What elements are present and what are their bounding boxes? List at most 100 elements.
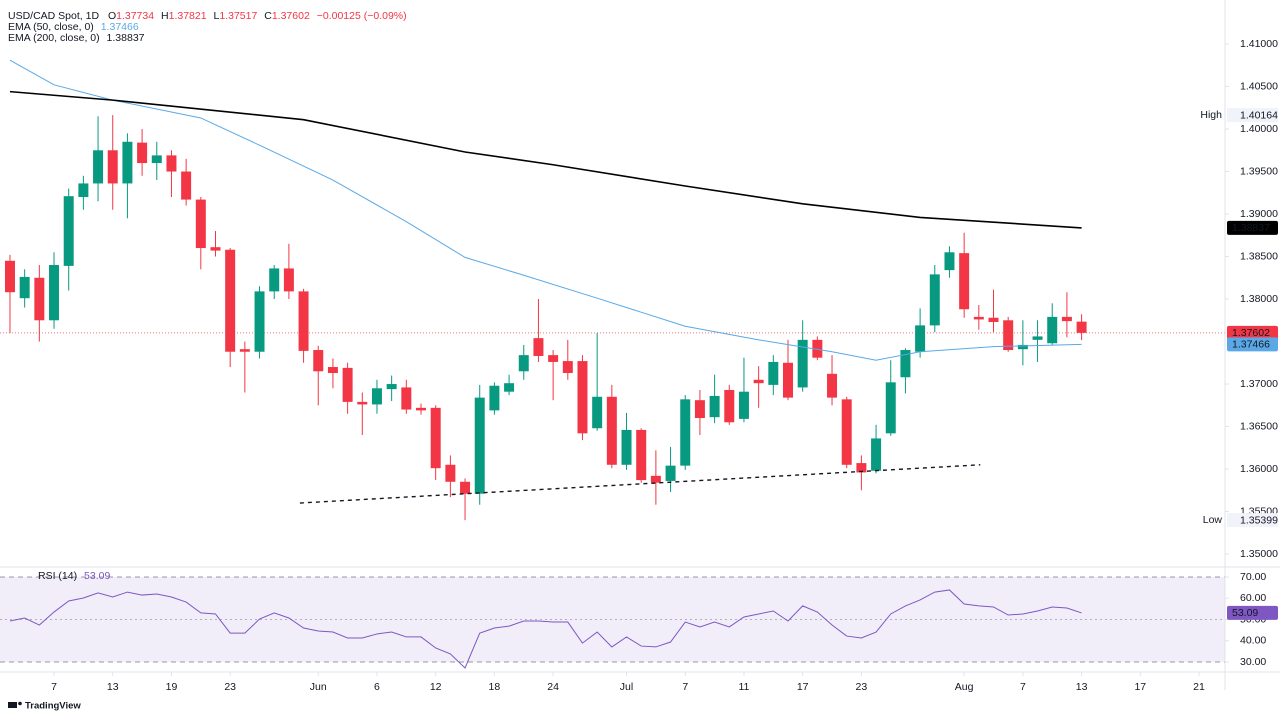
candle-body [239,349,250,352]
candle-body [181,171,192,200]
candle-body [474,397,485,494]
ohlc-legend: USD/CAD Spot, 1D O1.37734 H1.37821 L1.37… [8,10,407,22]
rsi-pane [0,576,1225,669]
x-tick-label: 11 [739,681,750,693]
branding: TradingView [8,701,81,712]
ema200-legend: EMA (200, close, 0) 1.38837 [8,32,145,44]
ema200-value: 1.38837 [107,32,145,44]
candle-body [342,367,353,402]
candle-body [738,391,749,419]
x-tick-label: 17 [1134,681,1146,693]
extreme-value: 1.40164 [1240,109,1278,121]
rsi-name: RSI (14) [38,570,77,582]
y-tick-label: 1.40500 [1240,80,1278,92]
x-tick-label: 7 [1020,681,1026,693]
candle-body [416,407,426,411]
y-tick-label: 1.38000 [1240,293,1278,305]
branding-text: TradingView [25,701,81,712]
candle-body [812,339,823,358]
candle-body [269,268,280,292]
candle-body [606,396,617,465]
candle-body [709,395,720,418]
candle-body [724,389,735,423]
ema50-legend: EMA (50, close, 0) 1.37466 [8,21,139,33]
candle-body [915,325,926,352]
ohlc-prefix: O [108,10,116,22]
candle-body [254,291,265,352]
x-tick-label: 19 [166,681,178,693]
rsi-legend: RSI (14) 53.09 [38,570,110,582]
candle-body [371,388,382,405]
candle-body [592,396,603,429]
x-tick-label: 24 [547,681,559,693]
x-tick-label: 13 [1076,681,1088,693]
x-tick-label: 7 [682,681,688,693]
candle-body [518,355,529,372]
ema-line [9,90,1082,229]
rsi-line [9,589,1082,669]
candle-body [827,373,838,398]
candle-body [885,382,896,434]
trendline [299,464,981,504]
candle-body [445,464,456,482]
x-tick-label: 6 [374,681,380,693]
symbol: USD/CAD Spot, 1D [8,10,99,22]
rsi-y-tick-label: 40.00 [1240,635,1266,647]
ema200-name: EMA (200, close, 0) [8,32,100,44]
candle-body [401,387,412,410]
candle-body [548,355,559,362]
candle-body [298,291,309,351]
ema50-value: 1.37466 [101,21,139,33]
x-tick-label: 17 [797,681,809,693]
y-tick-label: 1.39000 [1240,208,1278,220]
candle-body [1003,320,1014,351]
candle-body [34,277,45,321]
ema-line [9,59,1082,361]
candle-body [460,481,471,494]
candle-body [1017,344,1028,350]
x-tick-label: 18 [489,681,501,693]
candle-body [797,339,808,388]
x-tick-label: 23 [224,681,236,693]
close-value: 1.37602 [272,10,310,22]
candle-body [313,350,324,372]
extreme-bg [1227,513,1278,528]
extreme-label: Low [1203,514,1223,526]
rsi-y-tick-label: 30.00 [1240,656,1266,668]
candle-body [504,383,515,392]
candle-body [283,268,294,292]
candle-body [137,142,148,164]
candle-body [49,265,60,321]
candle-body [1076,321,1087,333]
candle-body [357,401,368,405]
candle-body [78,183,89,198]
extreme-value: 1.35399 [1240,514,1278,526]
extreme-label: High [1200,109,1222,121]
candle-body [621,429,632,465]
high-value: 1.37821 [169,10,207,22]
close-tag: 1.37602 [1232,327,1270,339]
candle-body [944,252,955,271]
candle-body [386,384,397,390]
rsi-y-tick-label: 60.00 [1240,592,1266,604]
x-tick-label: 12 [430,681,442,693]
extreme-bg [1227,108,1278,123]
x-tick-label: Jun [310,681,327,693]
candle-body [430,407,441,469]
change: −0.00125 (−0.09%) [317,10,407,22]
candle-body [959,253,970,310]
candle-body [768,361,779,385]
candle-body [327,367,338,373]
ohlc-prefix: H [161,10,169,22]
axes: 1.350001.355001.360001.365001.370001.380… [0,0,1280,693]
x-tick-label: Jul [620,681,633,693]
ohlc-prefix: C [264,10,272,22]
candle-body [665,465,676,481]
y-tick-label: 1.36500 [1240,420,1278,432]
close-tag-bg [1227,325,1278,340]
x-tick-label: 21 [1193,681,1205,693]
ohlc-prefix: L [214,10,220,22]
logo-mark [8,702,17,708]
candle-body [166,155,177,172]
